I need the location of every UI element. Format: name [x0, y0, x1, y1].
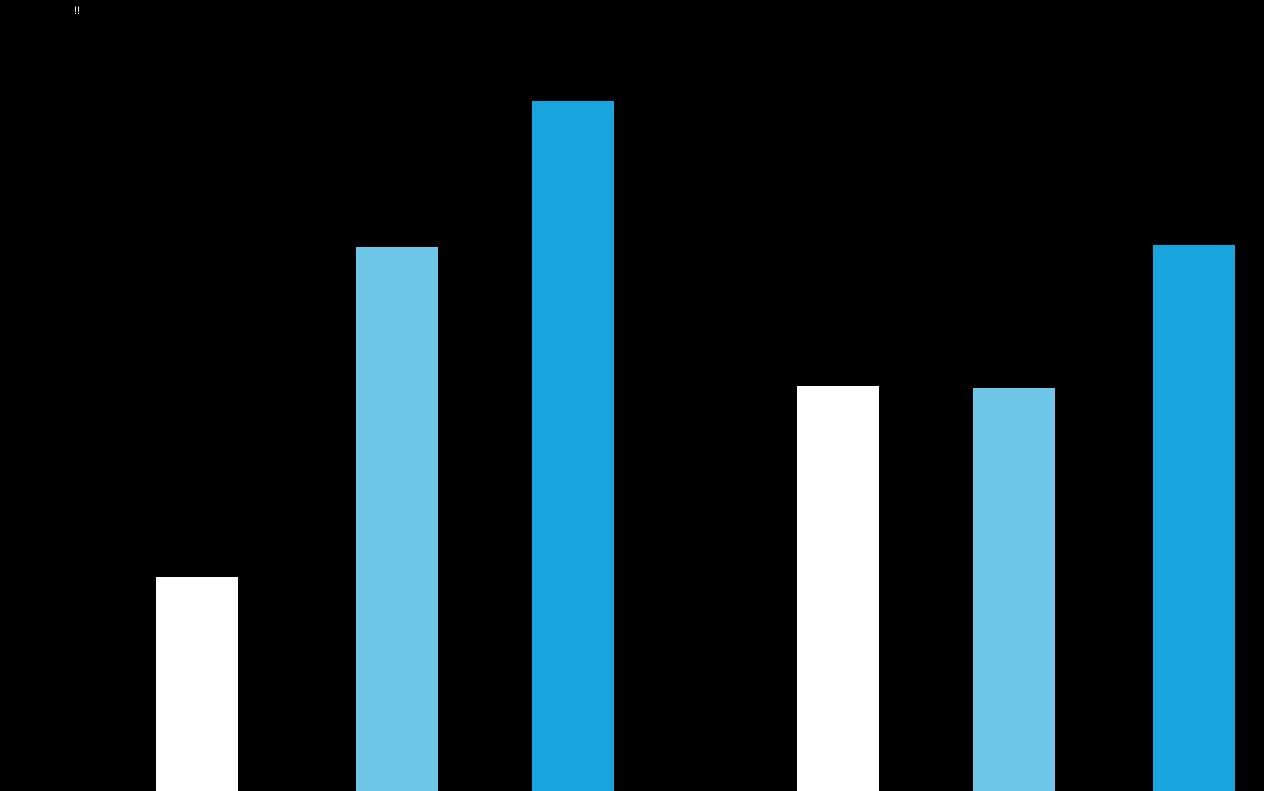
- bar-0: [156, 577, 238, 791]
- bar-3: [797, 386, 879, 791]
- bar-5: [1153, 245, 1235, 791]
- bar-4: [973, 388, 1055, 791]
- bar-chart: !!: [0, 0, 1264, 791]
- bar-1: [356, 247, 438, 791]
- y-axis-marker: !!: [74, 6, 80, 17]
- bar-2: [532, 101, 614, 791]
